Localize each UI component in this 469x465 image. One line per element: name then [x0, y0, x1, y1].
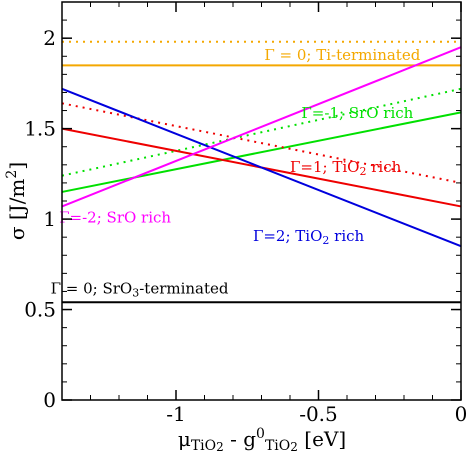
x-axis-ticks: -1 -0.5 0	[61, 2, 468, 426]
series-line-4	[61, 87, 462, 177]
y-tick-label: 2	[43, 26, 56, 50]
series-annotation-5: Γ = 0; SrO3-terminated	[51, 279, 229, 299]
series-annotation-2: Γ=1; TiO2 rich	[290, 158, 402, 178]
series-line-6	[61, 102, 462, 184]
series-line-8	[61, 46, 462, 208]
x-tick-label: 0	[455, 402, 468, 426]
y-tick-label: 1	[43, 207, 56, 231]
y-tick-label: 0	[43, 388, 56, 412]
x-tick-label: -0.5	[299, 402, 338, 426]
series-annotation-3: Γ=-2; SrO rich	[59, 209, 171, 227]
series-layer	[61, 40, 462, 304]
series-line-7	[61, 87, 462, 248]
y-tick-label: 1.5	[24, 117, 56, 141]
x-axis-label: μTiO2 - g0TiO2 [eV]	[178, 426, 346, 454]
y-axis-ticks: 0 0.5 1 1.5 2	[24, 19, 461, 412]
y-tick-label: 0.5	[24, 298, 56, 322]
series-annotation-0: Γ = 0; Ti-terminated	[264, 46, 420, 64]
series-line-3	[61, 111, 462, 193]
series-annotation-4: Γ=2; TiO2 rich	[253, 227, 365, 247]
annotation-layer: Γ = 0; Ti-terminated Γ=-1; SrO rich Γ=1; T…	[51, 46, 421, 299]
x-tick-label: -1	[166, 402, 185, 426]
series-annotation-1: Γ=-1; SrO rich	[301, 104, 413, 122]
y-axis-label: σ [J/m2]	[4, 162, 29, 240]
